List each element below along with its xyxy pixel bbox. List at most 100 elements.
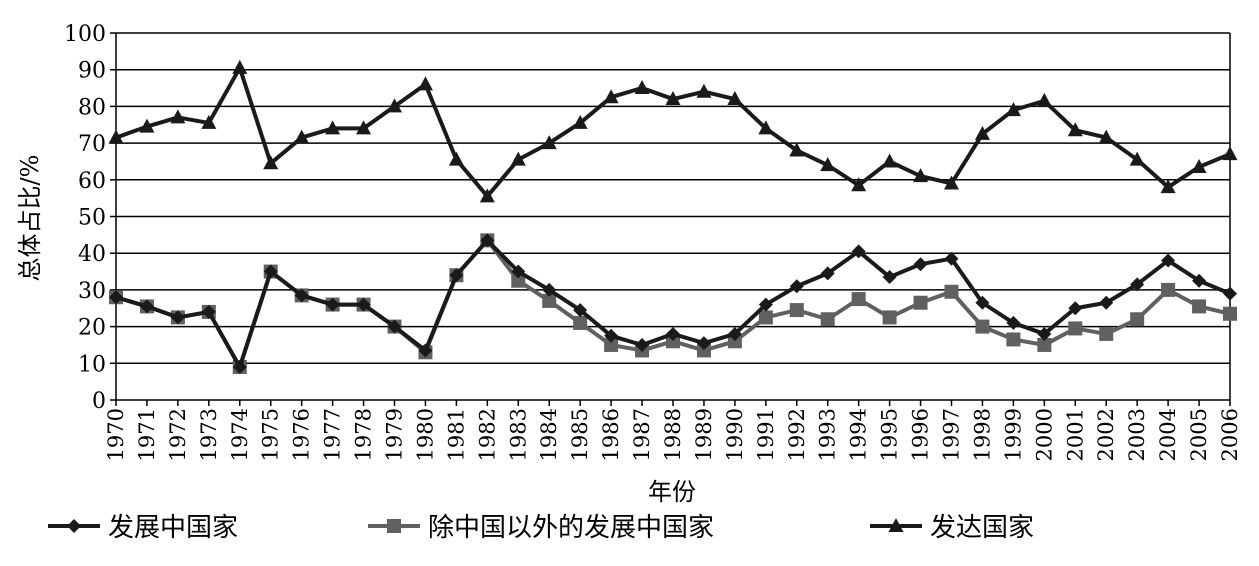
- x-tick-label: 1971: [135, 408, 159, 461]
- x-tick-labels: 1970 1971 1972 1973 1974 1975 1976 1977 1978 1979…: [104, 408, 1242, 461]
- series-layer: [108, 59, 1238, 374]
- data-point: [975, 295, 990, 310]
- data-point: [1006, 315, 1021, 330]
- data-point: [170, 310, 185, 325]
- y-tick-label: 10: [78, 352, 106, 377]
- data-point: [758, 120, 774, 135]
- x-tick-label: 1983: [506, 408, 530, 461]
- data-point: [666, 326, 680, 341]
- legend-marker: [888, 518, 904, 532]
- data-point: [541, 135, 557, 150]
- y-tick-labels: 0 10 20 30 40 50 60 70 80 90 100: [64, 22, 106, 414]
- data-point: [139, 118, 155, 133]
- x-tick-label: 2006: [1218, 408, 1242, 461]
- x-tick-label: 1972: [166, 408, 190, 461]
- data-point: [387, 98, 402, 113]
- data-point: [727, 326, 742, 341]
- x-tick-label: 2004: [1156, 408, 1180, 461]
- data-point: [789, 279, 804, 294]
- x-tick-label: 1989: [692, 408, 716, 461]
- data-point: [820, 312, 835, 327]
- data-point: [572, 114, 588, 129]
- data-point: [944, 175, 959, 190]
- legend-label: 发展中国家: [108, 513, 238, 543]
- legend-label: 除中国以外的发展中国家: [428, 513, 714, 543]
- x-tick-label: 1998: [970, 408, 994, 461]
- data-point: [820, 266, 835, 281]
- data-point: [1099, 326, 1114, 341]
- data-point: [542, 293, 557, 308]
- data-point: [634, 80, 650, 95]
- x-tick-label: 1984: [537, 408, 561, 461]
- data-point: [1130, 277, 1145, 292]
- data-point: [882, 310, 897, 325]
- data-point: [1068, 301, 1083, 316]
- data-point: [1192, 273, 1207, 288]
- x-tick-label: 1994: [847, 408, 871, 461]
- x-tick-label: 1987: [630, 408, 654, 461]
- x-tick-label: 1985: [568, 408, 592, 461]
- data-point: [1068, 321, 1083, 336]
- x-tick-label: 1993: [816, 408, 840, 461]
- data-point: [510, 151, 526, 166]
- data-point: [294, 288, 309, 303]
- x-tick-label: 1991: [754, 408, 778, 461]
- x-tick-label: 1996: [909, 408, 933, 461]
- legend-item-3: 发达国家: [870, 513, 1034, 543]
- x-tick-label: 2002: [1094, 408, 1118, 461]
- data-point: [1037, 326, 1052, 341]
- data-point: [1191, 158, 1207, 173]
- data-point: [1223, 286, 1237, 301]
- data-point: [882, 153, 898, 168]
- legend-marker: [387, 519, 401, 533]
- data-point: [851, 244, 866, 259]
- data-point: [974, 125, 990, 140]
- y-tick-label: 20: [78, 316, 106, 341]
- series-1: [109, 233, 1237, 374]
- data-point: [1222, 146, 1238, 161]
- data-point: [573, 303, 588, 318]
- x-tick-label: 1977: [321, 408, 345, 461]
- data-point: [387, 319, 402, 334]
- x-tick-label: 1990: [723, 408, 747, 461]
- data-point: [913, 257, 928, 272]
- legend: 发展中国家 除中国以外的发展中国家 发达国家: [48, 513, 1034, 543]
- data-point: [480, 233, 495, 248]
- data-point: [696, 83, 712, 98]
- data-point: [201, 114, 217, 129]
- data-point: [944, 284, 959, 299]
- y-tick-label: 80: [78, 95, 106, 120]
- x-tick-label: 1982: [475, 408, 499, 461]
- x-tick-label: 1970: [104, 408, 128, 461]
- data-point: [449, 268, 464, 283]
- series-3: [108, 59, 1238, 203]
- series-2: [109, 233, 1237, 374]
- x-tick-label: 1980: [413, 408, 437, 461]
- data-point: [603, 89, 619, 104]
- legend-marker: [67, 519, 81, 533]
- data-point: [232, 59, 248, 74]
- y-tick-label: 90: [78, 59, 106, 84]
- data-point: [696, 343, 711, 358]
- data-point: [1223, 306, 1237, 321]
- data-point: [758, 310, 773, 325]
- data-point: [511, 273, 526, 288]
- data-point: [511, 264, 526, 279]
- data-point: [1161, 253, 1176, 268]
- data-point: [263, 155, 279, 170]
- data-point: [1037, 337, 1052, 352]
- data-point: [789, 303, 804, 318]
- y-tick-label: 0: [92, 389, 106, 414]
- data-point: [1130, 312, 1145, 327]
- legend-item-2: 除中国以外的发展中国家: [368, 513, 714, 543]
- data-point: [325, 120, 341, 135]
- axes: [110, 32, 1231, 406]
- legend-item-1: 发展中国家: [48, 513, 238, 543]
- x-tick-label: 2001: [1063, 408, 1087, 461]
- data-point: [913, 168, 929, 183]
- y-tick-label: 60: [78, 169, 106, 194]
- x-tick-label: 1978: [352, 408, 376, 461]
- data-point: [109, 290, 123, 305]
- data-point: [944, 251, 959, 266]
